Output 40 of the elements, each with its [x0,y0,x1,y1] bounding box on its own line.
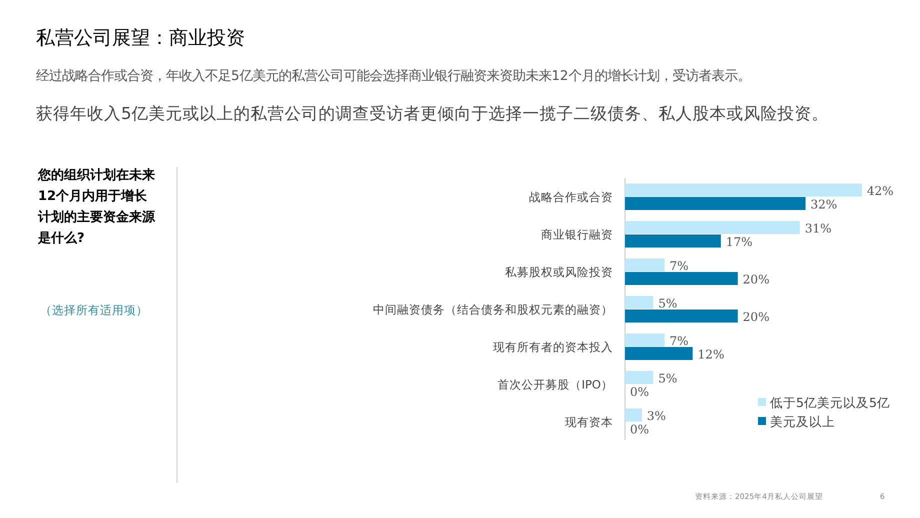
data-label: 20% [742,272,770,286]
data-label: 12% [698,348,724,362]
bar [625,347,693,360]
bar [625,334,664,346]
data-label: 5% [658,296,678,310]
y-tick-label: 中间融资债务（结合债务和股权元素的融资） [373,302,613,316]
bar [625,234,721,248]
y-tick-label: 商业银行融资 [541,228,613,242]
bar [625,221,800,234]
data-label: 32% [810,198,838,212]
text: 您的组织计划在未来12个月内用于增长计划的主要资金来源是什么? [38,167,156,248]
data-label: 0% [630,422,650,436]
bar [625,408,642,422]
bar [625,258,664,272]
text: 获得年收入5亿美元或以上的私营公司的调查受访者更倾向于选择一揽子二级债务、私人股本或风险投资。 [36,104,828,123]
data-label: 42% [866,184,894,198]
y-tick-label: 现有所有者的资本投入 [493,340,613,354]
data-label: 0% [630,385,650,399]
data-label: 3% [646,409,666,423]
bar [625,184,862,196]
bar [625,272,738,285]
legend-label: 低于5亿美元以及5亿 [770,395,890,410]
y-tick-label: 私募股权或风险投资 [505,265,613,279]
bar [625,310,738,322]
data-label: 7% [669,259,689,273]
bar [625,371,654,384]
text: （选择所有适用项） [40,303,148,317]
text: 私营公司展望：商业投资 [36,27,245,49]
y-tick-label: 首次公开募股（IPO） [498,378,613,392]
data-label: 7% [669,334,689,348]
legend-label: 美元及以上 [770,414,835,429]
bar [625,296,654,309]
bar [625,197,806,210]
text: 经过战略合作或合资，年收入不足5亿美元的私营公司可能会选择商业银行融资来资助未来12个月的增长计划，受访者表示。 [36,68,750,84]
data-label: 20% [742,310,770,324]
y-tick-label: 现有资本 [565,415,613,429]
data-label: 5% [658,372,678,386]
data-label: 17% [726,235,753,249]
data-label: 31% [804,222,832,236]
y-tick-label: 战略合作或合资 [529,190,613,204]
